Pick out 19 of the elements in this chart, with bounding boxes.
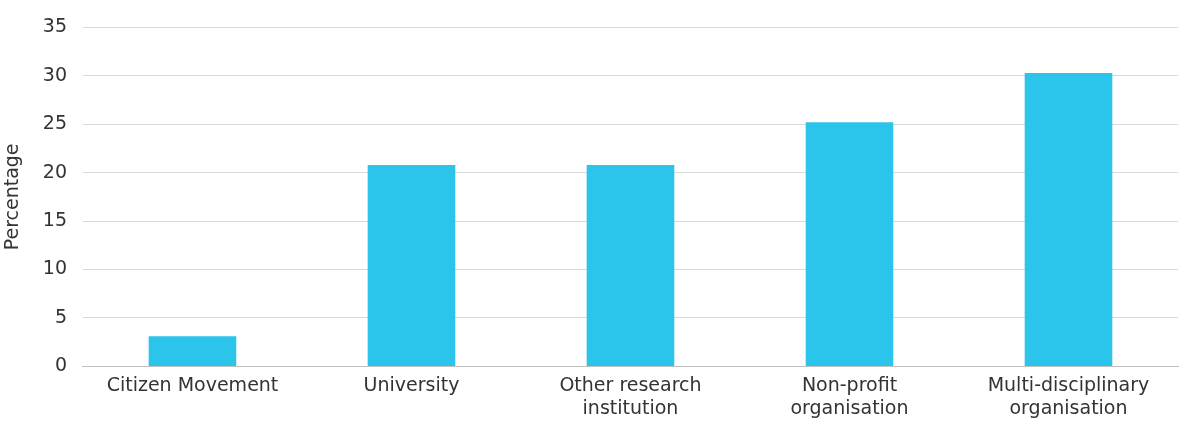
y-tick-label: 10 xyxy=(42,256,67,279)
x-tick-label: University xyxy=(363,372,460,395)
y-tick-label: 0 xyxy=(54,353,67,376)
bar xyxy=(1024,72,1113,366)
bar xyxy=(367,164,456,366)
y-tick-label: 25 xyxy=(42,111,67,134)
bar xyxy=(148,336,237,366)
x-tick-label: Other research institution xyxy=(559,372,702,418)
bar xyxy=(586,164,675,366)
y-tick-label: 35 xyxy=(42,14,67,37)
bar xyxy=(805,122,894,366)
y-axis-title: Percentage xyxy=(0,143,23,251)
y-tick-label: 30 xyxy=(42,62,67,85)
y-tick-label: 5 xyxy=(54,304,67,327)
x-tick-label: Citizen Movement xyxy=(106,372,279,395)
y-tick-label: 15 xyxy=(42,208,67,231)
x-tick-label: Multi-disciplinary organisation xyxy=(987,372,1150,418)
y-tick-label: 20 xyxy=(42,159,67,182)
x-tick-label: Non-profit organisation xyxy=(790,372,909,418)
